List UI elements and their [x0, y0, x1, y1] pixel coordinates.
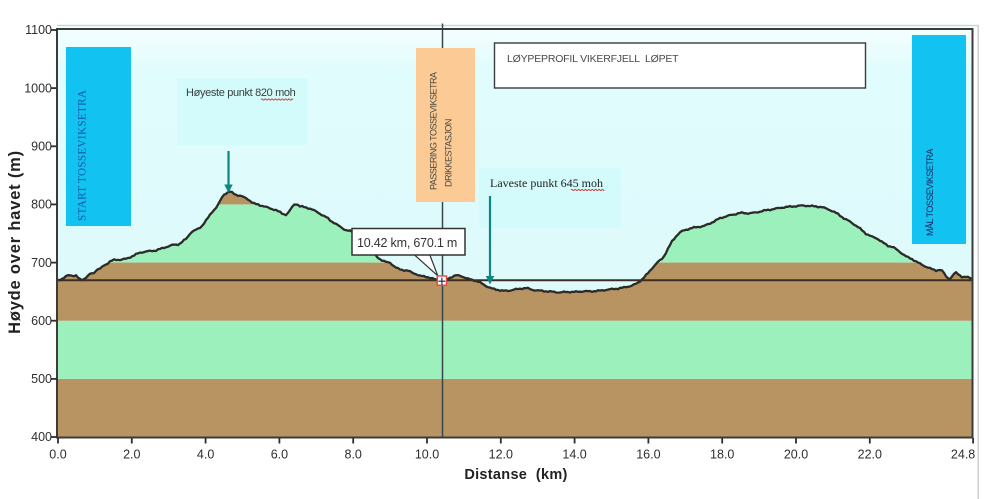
svg-text:DRIKKESTASJON: DRIKKESTASJON — [444, 119, 454, 187]
svg-text:14.0: 14.0 — [562, 448, 586, 462]
svg-text:20.0: 20.0 — [784, 448, 808, 462]
svg-text:10.0: 10.0 — [415, 448, 439, 462]
svg-text:6.0: 6.0 — [271, 448, 288, 462]
svg-text:700: 700 — [31, 256, 52, 270]
svg-text:Høyeste punkt 820 moh: Høyeste punkt 820 moh — [186, 87, 296, 99]
svg-text:22.0: 22.0 — [858, 448, 882, 462]
svg-text:18.0: 18.0 — [710, 448, 734, 462]
svg-text:PASSERING TOSSEVIKSETRA: PASSERING TOSSEVIKSETRA — [429, 72, 439, 190]
svg-text:10.42 km, 670.1 m: 10.42 km, 670.1 m — [357, 236, 457, 250]
svg-text:0.0: 0.0 — [49, 448, 66, 462]
svg-text:400: 400 — [31, 430, 52, 444]
svg-text:1100: 1100 — [25, 23, 52, 37]
svg-text:MÅL TOSSEVIKSETRA: MÅL TOSSEVIKSETRA — [925, 149, 935, 236]
svg-text:500: 500 — [31, 372, 52, 386]
svg-text:Distanse (km): Distanse (km) — [464, 467, 567, 483]
svg-text:4.0: 4.0 — [197, 448, 214, 462]
svg-text:1000: 1000 — [24, 81, 52, 95]
svg-text:2.0: 2.0 — [123, 448, 140, 462]
svg-text:12.0: 12.0 — [489, 448, 513, 462]
svg-text:8.0: 8.0 — [345, 448, 362, 462]
svg-text:800: 800 — [31, 198, 52, 212]
svg-text:16.0: 16.0 — [636, 448, 660, 462]
svg-text:Laveste punkt 645 moh: Laveste punkt 645 moh — [490, 176, 603, 190]
svg-text:900: 900 — [31, 140, 52, 154]
svg-text:24.8: 24.8 — [951, 448, 975, 462]
svg-text:600: 600 — [31, 314, 52, 328]
svg-text:Høyde over havet (m): Høyde over havet (m) — [6, 150, 24, 334]
svg-text:LØYPEPROFIL VIKERFJELL LØPET: LØYPEPROFIL VIKERFJELL LØPET — [507, 53, 679, 65]
svg-text:START TOSSEVIKSETRA: START TOSSEVIKSETRA — [77, 90, 89, 221]
